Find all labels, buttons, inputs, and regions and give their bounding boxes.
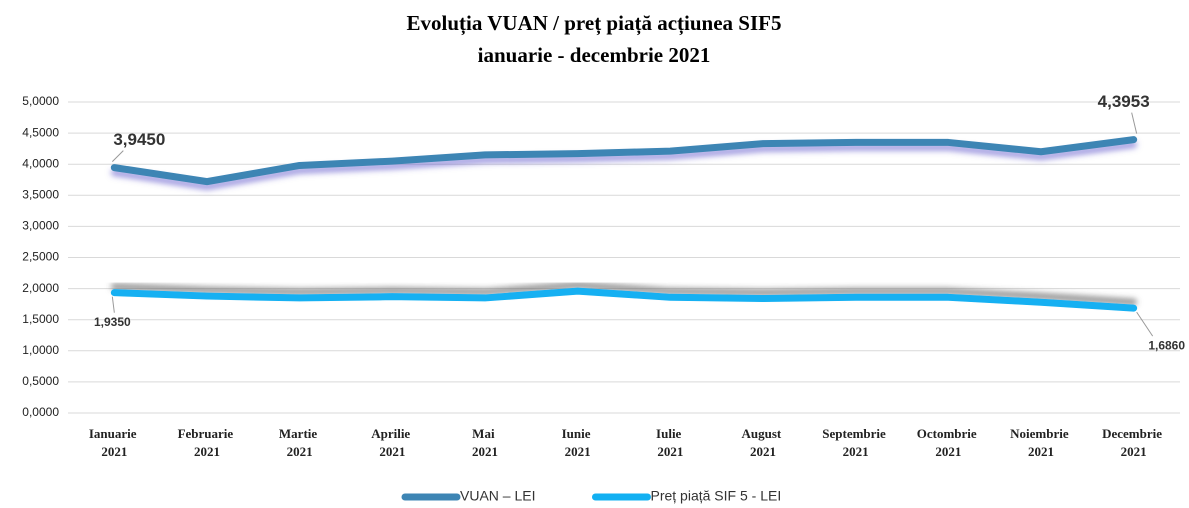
x-tick-label: Aprilie 2021 xyxy=(371,426,413,459)
y-tick-label: 1,0000 xyxy=(22,343,59,357)
y-tick-label: 0,0000 xyxy=(22,405,59,419)
x-tick-label: Decembrie 2021 xyxy=(1102,426,1165,459)
label-leader xyxy=(111,150,124,162)
y-tick-label: 2,0000 xyxy=(22,281,59,295)
x-tick-label: Septembrie 2021 xyxy=(822,426,889,459)
x-tick-label: Martie 2021 xyxy=(279,426,321,459)
y-tick-label: 2,5000 xyxy=(22,250,59,264)
x-tick-label: Iunie 2021 xyxy=(562,426,594,459)
legend-label: Preț piață SIF 5 - LEI xyxy=(650,488,781,504)
y-tick-label: 4,0000 xyxy=(22,156,59,170)
x-tick-label: Octombrie 2021 xyxy=(917,426,980,459)
x-tick-label: Ianuarie 2021 xyxy=(89,426,140,459)
data-label: 1,9350 xyxy=(94,315,131,329)
line-series xyxy=(110,136,1138,186)
y-tick-label: 3,0000 xyxy=(22,219,59,233)
chart-subtitle: ianuarie - decembrie 2021 xyxy=(478,43,711,67)
label-leader xyxy=(1131,112,1138,134)
line-series xyxy=(110,287,1138,312)
chart-title: Evoluția VUAN / preț piață acțiunea SIF5 xyxy=(407,11,782,36)
y-tick-label: 4,5000 xyxy=(22,125,59,139)
y-tick-label: 3,5000 xyxy=(22,187,59,201)
data-label: 1,6860 xyxy=(1148,338,1185,352)
data-label: 4,3953 xyxy=(1098,92,1150,111)
label-leader xyxy=(1136,311,1154,337)
y-tick-label: 1,5000 xyxy=(22,312,59,326)
data-label: 3,9450 xyxy=(113,130,165,149)
y-tick-label: 5,0000 xyxy=(22,94,59,108)
x-tick-label: Februarie 2021 xyxy=(178,426,237,459)
x-tick-label: Noiembrie 2021 xyxy=(1010,426,1072,459)
x-tick-label: August 2021 xyxy=(742,426,785,459)
legend-label: VUAN – LEI xyxy=(460,488,535,504)
label-leader xyxy=(111,296,115,313)
x-tick-label: Mai 2021 xyxy=(472,426,498,459)
x-tick-label: Iulie 2021 xyxy=(656,426,685,459)
y-tick-label: 0,5000 xyxy=(22,374,59,388)
